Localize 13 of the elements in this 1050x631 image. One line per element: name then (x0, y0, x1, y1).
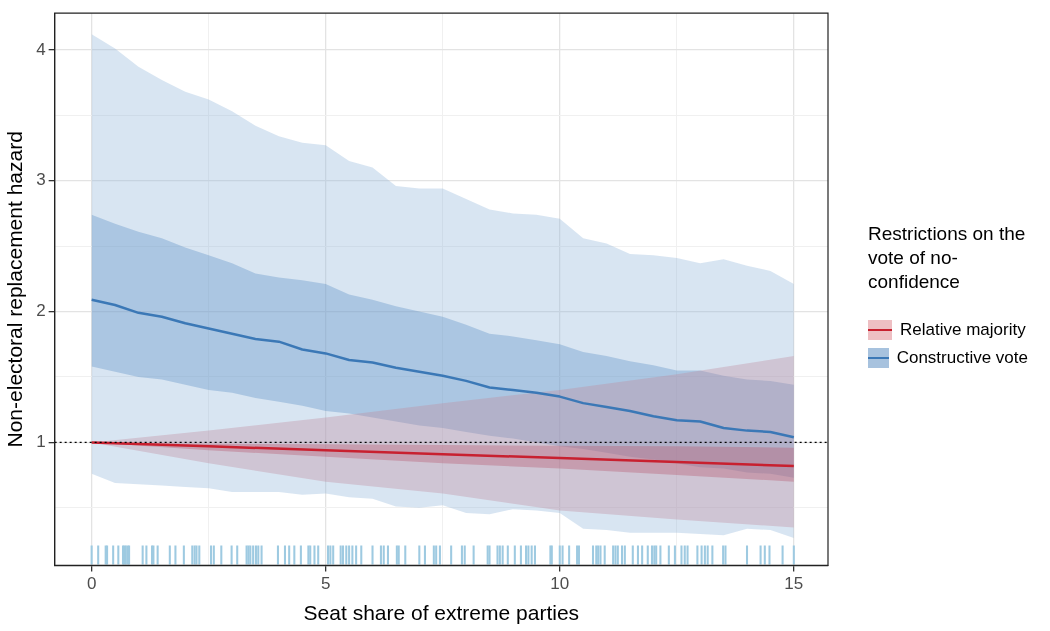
y-tick-label: 2 (36, 301, 46, 321)
y-axis-title: Non-electoral replacement hazard (3, 131, 27, 448)
legend-title: Restrictions on the vote of no-confidence (868, 222, 1027, 294)
x-axis-title: Seat share of extreme parties (303, 601, 580, 625)
legend-label: Relative majority (900, 320, 1026, 340)
x-tick-label: 0 (86, 574, 97, 594)
x-tick-label: 5 (320, 574, 331, 594)
x-tick-label: 15 (784, 574, 804, 594)
x-tick-label: 10 (550, 574, 570, 594)
y-tick-label: 1 (36, 432, 46, 452)
y-tick-label: 3 (36, 170, 46, 190)
y-tick-label: 4 (36, 39, 46, 59)
legend-label: Constructive vote (896, 348, 1028, 368)
